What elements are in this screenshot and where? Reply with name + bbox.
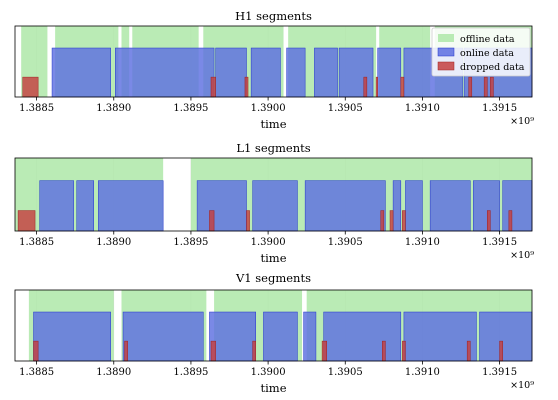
x-tick-label: 1.3905: [328, 237, 363, 248]
dropped-segment: [321, 340, 327, 362]
online-segment: [338, 47, 374, 98]
online-segment: [122, 311, 204, 362]
legend-swatch: [437, 47, 455, 57]
online-segment: [51, 47, 111, 98]
online-segment: [314, 47, 338, 98]
legend-swatch: [437, 61, 455, 71]
x-tick-label: 1.3915: [482, 367, 517, 378]
x-multiplier: ×10⁹: [510, 380, 534, 391]
x-axis-label: time: [260, 251, 286, 265]
dropped-segment: [252, 340, 257, 362]
dropped-segment: [209, 210, 215, 232]
x-tick-label: 1.3900: [251, 237, 286, 248]
dropped-segment: [400, 76, 405, 98]
x-tick-label: 1.3910: [405, 103, 440, 114]
dropped-segment: [466, 340, 471, 362]
online-segment: [304, 180, 386, 232]
online-segment: [286, 47, 306, 98]
x-tick-label: 1.3895: [173, 237, 208, 248]
online-segment: [76, 180, 94, 232]
x-tick-label: 1.3915: [482, 237, 517, 248]
x-tick-label: 1.3885: [19, 103, 54, 114]
legend-label: online data: [460, 48, 514, 59]
online-segment: [502, 180, 533, 232]
online-segment: [209, 311, 257, 362]
x-tick-label: 1.3905: [328, 103, 363, 114]
x-tick-label: 1.3910: [405, 237, 440, 248]
online-segment: [405, 180, 423, 232]
online-segment: [33, 311, 111, 362]
x-tick-label: 1.3905: [328, 367, 363, 378]
online-segment: [303, 311, 317, 362]
axes-frame: [14, 157, 533, 232]
dropped-segment: [389, 210, 394, 232]
axes-frame: [14, 289, 533, 362]
dropped-segment: [490, 76, 494, 98]
x-tick-label: 1.3915: [482, 103, 517, 114]
online-segment: [323, 311, 402, 362]
online-segment: [250, 47, 281, 98]
x-tick-label: 1.3890: [96, 237, 131, 248]
dropped-segment: [33, 340, 39, 362]
online-segment: [377, 47, 402, 98]
online-segment: [429, 180, 471, 232]
dropped-segment: [244, 76, 249, 98]
chart-title: V1 segments: [235, 271, 311, 285]
dropped-segment: [402, 210, 406, 232]
online-segment: [39, 180, 74, 232]
online-segment: [196, 180, 247, 232]
dropped-segment: [382, 340, 386, 362]
x-tick-label: 1.3900: [251, 103, 286, 114]
dropped-segment: [210, 340, 216, 362]
dropped-segment: [499, 340, 503, 362]
dropped-segment: [246, 210, 250, 232]
dropped-segment: [508, 210, 513, 232]
legend-label: offline data: [460, 34, 515, 45]
axes-frame: [14, 25, 533, 98]
dropped-segment: [17, 210, 36, 232]
x-tick-label: 1.3885: [19, 237, 54, 248]
x-tick-label: 1.3885: [19, 367, 54, 378]
online-segment: [473, 180, 500, 232]
x-axis-label: time: [260, 117, 286, 131]
dropped-segment: [380, 210, 385, 232]
dropped-segment: [486, 210, 491, 232]
dropped-segment: [22, 76, 39, 98]
online-segment: [115, 47, 215, 98]
dropped-segment: [124, 340, 128, 362]
online-segment: [479, 311, 533, 362]
dropped-segment: [468, 76, 473, 98]
dropped-segment: [375, 76, 378, 98]
online-segment: [252, 180, 298, 232]
online-segment: [263, 311, 298, 362]
legend-label: dropped data: [460, 62, 525, 73]
legend-box: [431, 27, 531, 77]
online-segment: [403, 311, 477, 362]
x-tick-label: 1.3890: [96, 367, 131, 378]
dropped-segment: [363, 76, 368, 98]
legend-swatch: [438, 34, 454, 42]
x-multiplier: ×10⁹: [510, 116, 534, 127]
x-tick-label: 1.3900: [251, 367, 286, 378]
online-segment: [392, 180, 402, 232]
dropped-segment: [210, 76, 216, 98]
chart-title: H1 segments: [235, 9, 312, 23]
x-tick-label: 1.3895: [173, 367, 208, 378]
chart-title: L1 segments: [236, 141, 310, 155]
x-tick-label: 1.3890: [96, 103, 131, 114]
dropped-segment: [402, 340, 406, 362]
online-segment: [215, 47, 247, 98]
x-multiplier: ×10⁹: [510, 250, 534, 261]
x-axis-label: time: [260, 381, 286, 395]
x-tick-label: 1.3910: [405, 367, 440, 378]
x-tick-label: 1.3895: [173, 103, 208, 114]
online-segment: [98, 180, 164, 232]
dropped-segment: [483, 76, 488, 98]
